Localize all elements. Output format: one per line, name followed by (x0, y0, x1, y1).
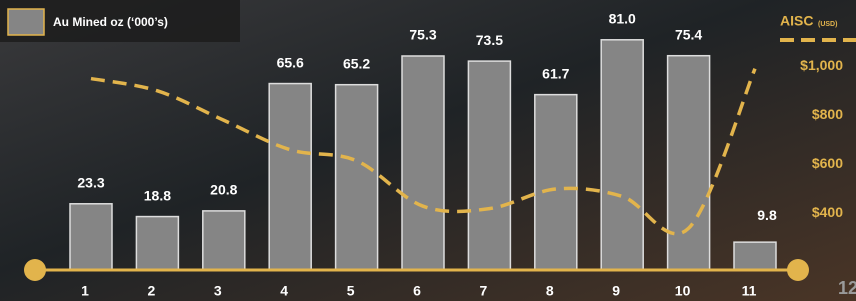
x-tick-label: 4 (280, 283, 288, 299)
value-label: 73.5 (476, 32, 503, 48)
value-label: 20.8 (210, 182, 237, 198)
x-tick-label: 8 (546, 283, 554, 299)
x-tick-label: 11 (742, 283, 757, 299)
y2-tick-label: $400 (812, 204, 843, 220)
value-label: 23.3 (77, 174, 104, 190)
y2-tick-label: $800 (812, 106, 843, 122)
bar (535, 95, 577, 270)
value-label: 9.8 (757, 207, 777, 223)
bar (668, 56, 710, 270)
x-tick-label: 7 (480, 283, 488, 299)
x-tick-label: 1 (81, 283, 89, 299)
bar (402, 56, 444, 270)
bar (601, 40, 643, 270)
value-label: 65.6 (277, 54, 304, 70)
legend-label: Au Mined oz (‘000’s) (53, 15, 168, 29)
x-tick-label: 6 (413, 283, 421, 299)
bar (203, 211, 245, 270)
value-label: 61.7 (542, 65, 569, 81)
x-tick-label: 3 (214, 283, 222, 299)
value-label: 81.0 (609, 10, 636, 26)
x-tick-label: 9 (612, 283, 620, 299)
legend-swatch (8, 9, 44, 35)
y2-tick-label: $1,000 (800, 57, 843, 73)
axis-end (24, 259, 46, 281)
bar (269, 84, 311, 270)
bar (336, 85, 378, 270)
bar (468, 61, 510, 270)
x-tick-label: 2 (148, 283, 156, 299)
value-label: 75.3 (409, 27, 436, 43)
x-tick-label: 10 (675, 283, 691, 299)
page-number: 12 (838, 278, 856, 298)
value-label: 18.8 (144, 187, 171, 203)
bar (136, 217, 178, 270)
legend-unit: (USD) (818, 21, 837, 28)
x-tick-label: 5 (347, 283, 355, 299)
bar (70, 204, 112, 270)
value-label: 65.2 (343, 55, 370, 71)
chart: Au Mined oz (‘000’s) AISC (USD) 12 23.31… (0, 0, 856, 301)
bar (734, 242, 776, 270)
value-label: 75.4 (675, 26, 702, 42)
legend-label: AISC (780, 13, 813, 29)
axis-end (787, 259, 809, 281)
y2-tick-label: $600 (812, 155, 843, 171)
